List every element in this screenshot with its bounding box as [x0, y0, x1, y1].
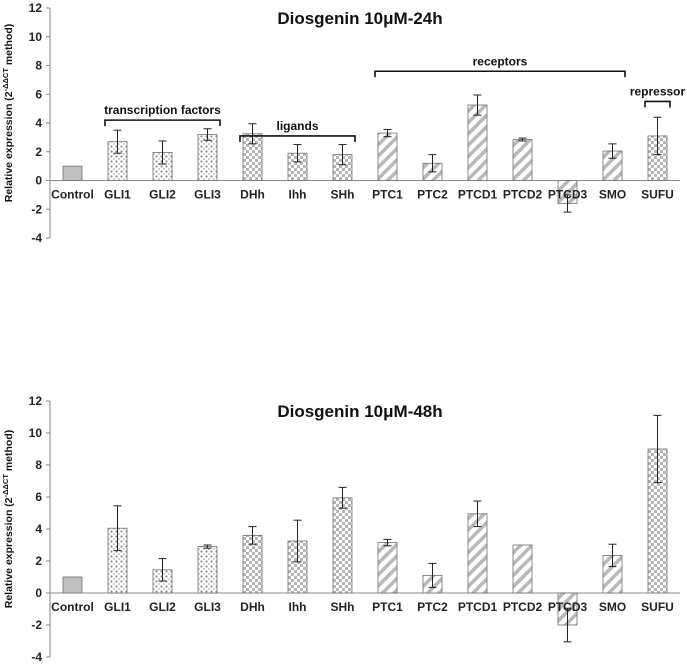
y-tick-label: 10	[29, 426, 43, 440]
bar-gli3	[197, 134, 218, 181]
chart-panel-2: -4 -2 0 2 4 6 8 10 12 Relative expression (2-ΔΔCT…	[1, 394, 680, 664]
bar-shh	[332, 497, 353, 594]
x-tick-label: DHh	[240, 188, 265, 202]
bar-control	[62, 165, 83, 181]
group-bracket	[239, 135, 356, 142]
x-tick-label: GLI1	[104, 600, 131, 614]
y-axis-label: Relative expression (2-ΔΔCT method)	[1, 430, 15, 609]
x-tick-label: Ihh	[289, 188, 307, 202]
y-tick-label: 0	[35, 174, 42, 188]
x-tick-label: PTCD3	[548, 600, 588, 614]
bar-ptcd2	[512, 544, 533, 594]
y-tick-label: 10	[29, 30, 43, 44]
bar-ptcd2	[512, 139, 533, 181]
y-tick-label: -2	[31, 618, 42, 632]
chart-title: Diosgenin 10μM-48h	[277, 402, 442, 421]
x-tick-label: GLI2	[149, 600, 176, 614]
x-tick-label: PTC2	[417, 600, 448, 614]
y-tick-label: 6	[35, 490, 42, 504]
y-tick-label: 0	[35, 586, 42, 600]
x-tick-label: PTC1	[372, 188, 403, 202]
y-tick-label: 4	[35, 116, 42, 130]
y-tick-label: 8	[35, 458, 42, 472]
x-tick-label: GLI1	[104, 188, 131, 202]
bar-control	[62, 576, 83, 594]
x-tick-label: PTC2	[417, 188, 448, 202]
x-tick-label: SHh	[331, 600, 355, 614]
x-tick-label: PTC1	[372, 600, 403, 614]
x-tick-label: GLI3	[194, 600, 221, 614]
x-tick-label: PTCD3	[548, 188, 588, 202]
group-bracket	[644, 100, 671, 108]
y-tick-label: 2	[35, 554, 42, 568]
x-tick-label: PTCD2	[503, 600, 543, 614]
group-bracket	[374, 70, 626, 78]
x-tick-label: SMO	[599, 188, 626, 202]
x-tick-label: DHh	[240, 600, 265, 614]
y-tick-label: -2	[31, 202, 42, 216]
x-tick-label: SUFU	[641, 600, 674, 614]
group-label: transcription factors	[104, 103, 221, 117]
bar-gli3	[197, 546, 218, 594]
y-tick-label: 4	[35, 522, 42, 536]
y-tick-label: 12	[29, 394, 43, 408]
group-label: receptors	[473, 54, 528, 68]
x-tick-label: GLI2	[149, 188, 176, 202]
group-label: ligands	[276, 119, 318, 133]
x-tick-label: SUFU	[641, 188, 674, 202]
x-tick-label: SHh	[331, 188, 355, 202]
x-tick-label: PTCD1	[458, 600, 498, 614]
y-tick-label: 12	[29, 1, 43, 15]
bar-ptc1	[377, 132, 398, 181]
bar-ptc1	[377, 542, 398, 594]
x-tick-label: Control	[51, 188, 94, 202]
x-tick-label: GLI3	[194, 188, 221, 202]
x-tick-label: Control	[51, 600, 94, 614]
x-tick-label: SMO	[599, 600, 626, 614]
y-tick-label: -4	[31, 231, 42, 245]
y-tick-label: 2	[35, 145, 42, 159]
bar-ptcd1	[467, 104, 488, 181]
x-tick-label: PTCD2	[503, 188, 543, 202]
y-tick-label: 8	[35, 59, 42, 73]
y-axis-label: Relative expression (2-ΔΔCT method)	[1, 24, 15, 203]
chart-panel-1: -4 -2 0 2 4 6 8 10 12 Relative expression (2-ΔΔCT…	[1, 1, 686, 245]
chart-title: Diosgenin 10μM-24h	[277, 9, 442, 28]
y-tick-label: -4	[31, 650, 42, 664]
group-bracket	[104, 119, 221, 127]
y-tick-label: 6	[35, 87, 42, 101]
x-tick-label: Ihh	[289, 600, 307, 614]
x-tick-label: PTCD1	[458, 188, 498, 202]
group-label: repressor	[630, 84, 686, 98]
